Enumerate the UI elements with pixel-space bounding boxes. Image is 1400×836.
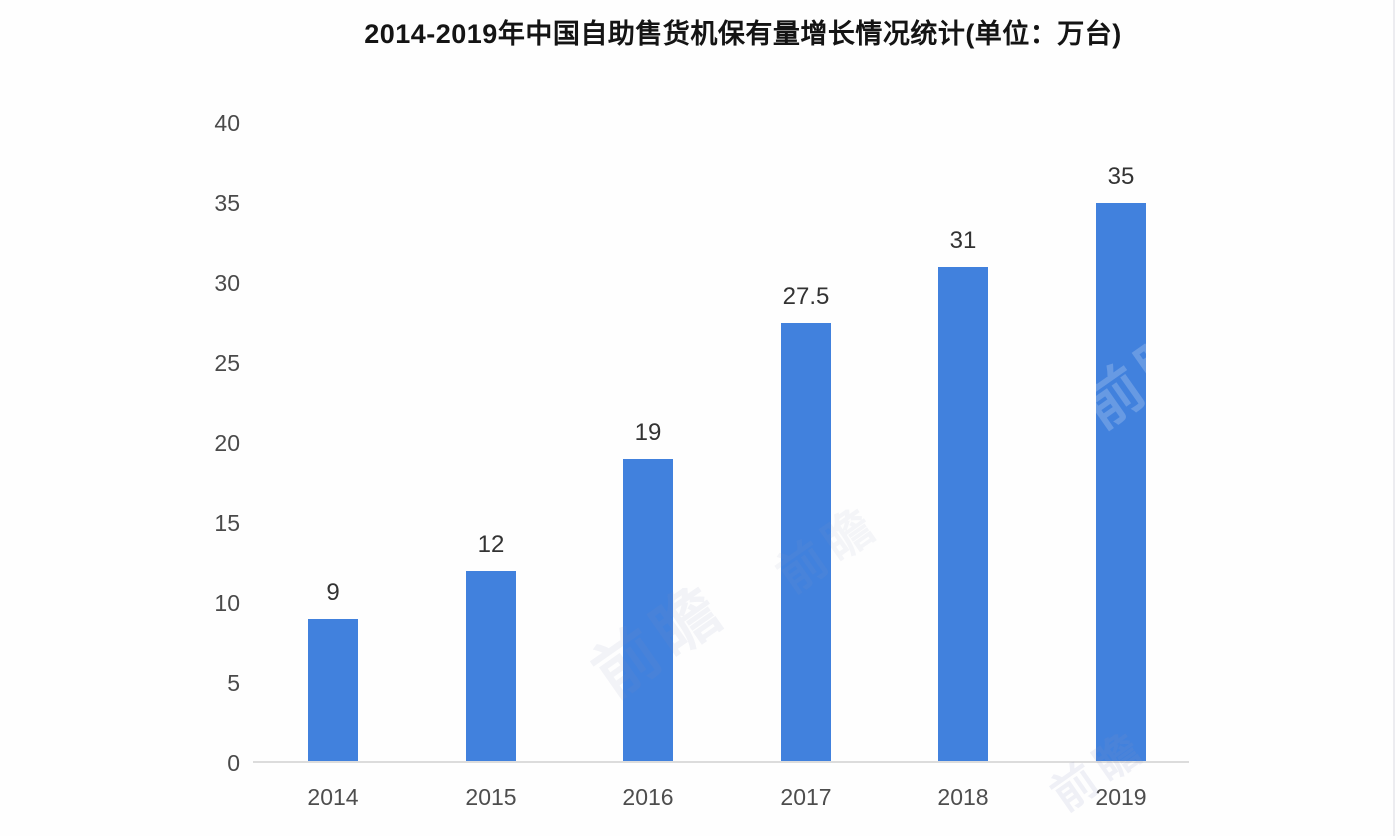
bar-2019	[1096, 203, 1146, 763]
y-axis-tick-label: 35	[214, 190, 240, 216]
bar-value-label: 27.5	[782, 283, 830, 310]
y-axis-tick-label: 40	[214, 110, 240, 136]
bar-2014	[308, 619, 358, 763]
bar-2016	[623, 459, 673, 763]
x-axis-tick-label: 2016	[622, 784, 674, 810]
chart-title: 2014-2019年中国自助售货机保有量增长情况统计(单位：万台)	[364, 19, 1122, 49]
x-axis-line	[253, 761, 1189, 763]
bar-2018	[938, 267, 988, 763]
x-axis-tick-label: 2019	[1095, 784, 1147, 810]
bar-value-label: 35	[1107, 163, 1135, 190]
bar-value-label: 19	[634, 419, 662, 446]
x-axis-tick-label: 2017	[780, 784, 832, 810]
bar-value-label: 12	[477, 531, 505, 558]
y-axis-tick-label: 5	[227, 670, 240, 696]
y-axis-tick-label: 10	[214, 590, 240, 616]
bar-value-label: 31	[949, 227, 977, 254]
bar-2017	[781, 323, 831, 763]
y-axis-tick-label: 20	[214, 430, 240, 456]
y-axis-tick-label: 0	[227, 750, 240, 776]
x-axis-tick-label: 2014	[307, 784, 359, 810]
x-axis-tick-label: 2018	[937, 784, 989, 810]
x-axis-tick-label: 2015	[465, 784, 517, 810]
y-axis-tick-label: 15	[214, 510, 240, 536]
y-axis-tick-label: 30	[214, 270, 240, 296]
bar-2015	[466, 571, 516, 763]
y-axis-tick-label: 25	[214, 350, 240, 376]
bar-value-label: 9	[326, 579, 340, 606]
page-edge-divider	[1393, 0, 1395, 836]
